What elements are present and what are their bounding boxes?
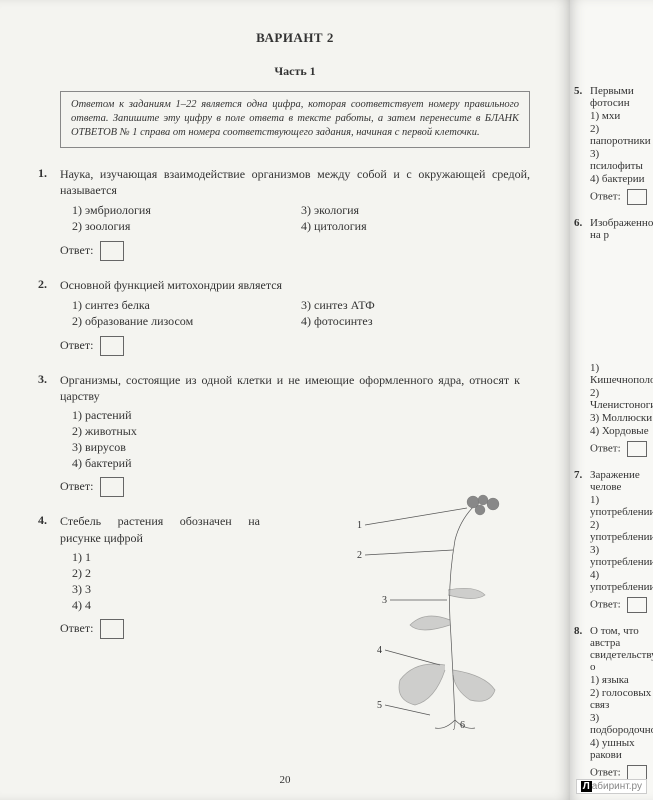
question-text: свидетельствует о — [590, 649, 653, 673]
option: 3) вирусов — [72, 440, 320, 455]
question-number: 1. — [38, 166, 47, 181]
option: 1) языка — [590, 674, 653, 686]
question-8: 8. О том, что австра свидетельствует о 1… — [576, 625, 653, 781]
option: 4) Хордовые — [590, 425, 653, 437]
answer-label: Ответ: — [60, 243, 93, 257]
option: 2) Членистоногие — [590, 387, 653, 411]
answer-box[interactable] — [100, 241, 124, 261]
option: 2) голосовых связ — [590, 687, 653, 711]
option: 2) употреблении — [590, 519, 653, 543]
answer-box[interactable] — [100, 477, 124, 497]
page-number: 20 — [280, 774, 291, 786]
question-5: 5. Первыми фотосин 1) мхи 2) папоротники… — [576, 85, 653, 205]
question-text: Организмы, состоящие из одной клетки и н… — [60, 372, 520, 404]
question-number: 6. — [574, 217, 582, 229]
option: 1) мхи — [590, 110, 653, 122]
question-text: Стебель растения обозначен на рисунке ци… — [60, 513, 260, 545]
option: 2) образование лизосом — [72, 314, 301, 329]
option: 3) употреблении — [590, 544, 653, 568]
instruction-box: Ответом к заданиям 1–22 является одна ци… — [60, 91, 530, 148]
question-number: 3. — [38, 372, 47, 387]
option: 4) бактерии — [590, 173, 653, 185]
question-2: 2. Основной функцией митохондрии являетс… — [60, 277, 530, 356]
watermark-text: абиринт.ру — [592, 781, 642, 792]
question-number: 8. — [574, 625, 582, 637]
plant-label-3: 3 — [382, 595, 387, 606]
plant-diagram: 1 2 3 4 5 6 — [335, 490, 535, 730]
option: 4) 4 — [72, 598, 260, 613]
watermark: Лабиринт.ру — [576, 779, 647, 794]
option: 3) синтез АТФ — [301, 298, 530, 313]
part-subtitle: Часть 1 — [60, 64, 530, 79]
option: 1) растений — [72, 408, 320, 423]
answer-box[interactable] — [100, 619, 124, 639]
plant-label-6: 6 — [460, 720, 465, 730]
option: 4) бактерий — [72, 456, 320, 471]
question-4: 4. Стебель растения обозначен на рисунке… — [60, 513, 260, 638]
plant-label-2: 2 — [357, 550, 362, 561]
answer-row: Ответ: — [60, 336, 530, 356]
option: 2) зоология — [72, 219, 301, 234]
left-page: ВАРИАНТ 2 Часть 1 Ответом к заданиям 1–2… — [0, 0, 570, 800]
question-number: 7. — [574, 469, 582, 481]
right-page: 5. Первыми фотосин 1) мхи 2) папоротники… — [570, 0, 653, 800]
answer-box[interactable] — [627, 597, 647, 613]
option: 3) экология — [301, 203, 530, 218]
question-6: 6. Изображенное на р 1) Кишечнополост 2)… — [576, 217, 653, 457]
option: 4) употреблении — [590, 569, 653, 593]
option: 3) псилофиты — [590, 148, 653, 172]
answer-box[interactable] — [627, 189, 647, 205]
answer-label: Ответ: — [590, 443, 621, 455]
answer-box[interactable] — [100, 336, 124, 356]
option: 4) ушных ракови — [590, 737, 653, 761]
option: 1) Кишечнополост — [590, 362, 653, 386]
question-text: Заражение челове — [590, 469, 653, 493]
option: 1) синтез белка — [72, 298, 301, 313]
option: 4) цитология — [301, 219, 530, 234]
answer-row: Ответ: — [60, 619, 260, 639]
variant-title: ВАРИАНТ 2 — [60, 30, 530, 46]
answer-row: Ответ: — [60, 477, 320, 497]
question-number: 4. — [38, 513, 47, 528]
question-text: Изображенное на р — [590, 217, 653, 241]
answer-label: Ответ: — [60, 621, 93, 635]
plant-label-4: 4 — [377, 645, 382, 656]
option: 1) эмбриология — [72, 203, 301, 218]
answer-label: Ответ: — [590, 599, 621, 611]
answer-label: Ответ: — [590, 767, 621, 779]
option: 2) папоротники — [590, 123, 653, 147]
question-text: О том, что австра — [590, 625, 653, 649]
question-text: Основной функцией митохондрии является — [60, 277, 530, 293]
option: 3) 3 — [72, 582, 260, 597]
plant-label-1: 1 — [357, 520, 362, 531]
option: 1) употреблении — [590, 494, 653, 518]
option: 3) подбородочного — [590, 712, 653, 736]
option: 2) 2 — [72, 566, 260, 581]
answer-label: Ответ: — [60, 479, 93, 493]
plant-label-5: 5 — [377, 700, 382, 711]
option: 3) Моллюски — [590, 412, 653, 424]
option: 4) фотосинтез — [301, 314, 530, 329]
answer-box[interactable] — [627, 441, 647, 457]
question-number: 2. — [38, 277, 47, 292]
question-number: 5. — [574, 85, 582, 97]
answer-label: Ответ: — [590, 191, 621, 203]
question-text: Наука, изучающая взаимодействие организм… — [60, 166, 530, 198]
watermark-logo: Л — [581, 781, 592, 792]
answer-label: Ответ: — [60, 338, 93, 352]
option: 1) 1 — [72, 550, 260, 565]
option: 2) животных — [72, 424, 320, 439]
question-1: 1. Наука, изучающая взаимодействие орган… — [60, 166, 530, 261]
answer-row: Ответ: — [60, 241, 530, 261]
question-7: 7. Заражение челове 1) употреблении 2) у… — [576, 469, 653, 613]
question-3: 3. Организмы, состоящие из одной клетки … — [60, 372, 320, 497]
question-text: Первыми фотосин — [590, 85, 653, 109]
